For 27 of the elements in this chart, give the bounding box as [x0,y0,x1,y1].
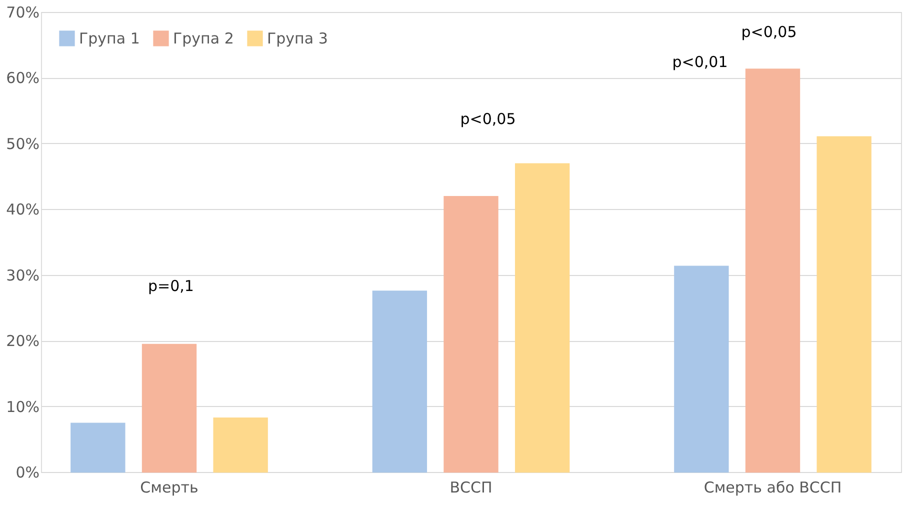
y-tick-label: 40% [6,200,40,219]
y-tick-label: 60% [6,69,40,88]
y-tick-label: 10% [6,398,40,416]
bar [372,290,428,473]
y-tick-label: 20% [6,332,40,350]
bar [70,422,126,473]
bar [674,266,729,473]
bar [213,418,268,473]
annotation: p<0,01 [672,53,728,71]
legend-label: Група 3 [267,29,328,48]
bar [444,196,498,473]
bar [816,136,872,473]
bar [514,163,570,473]
legend-label: Група 2 [173,29,234,48]
x-tick-label: Смерть або ВССП [704,478,842,496]
annotation: p<0,05 [460,110,516,128]
legend-label: Група 1 [79,29,140,48]
y-tick-label: 0% [16,464,40,482]
annotation: p<0,05 [741,23,797,41]
x-tick-label: Смерть [140,478,198,496]
y-tick-label: 70% [6,4,40,22]
annotation: p=0,1 [148,277,194,295]
bar [142,344,197,473]
y-tick-label: 50% [6,134,40,153]
x-tick-label: ВССП [450,478,492,496]
bar [745,68,800,473]
y-tick-label: 30% [6,266,40,284]
